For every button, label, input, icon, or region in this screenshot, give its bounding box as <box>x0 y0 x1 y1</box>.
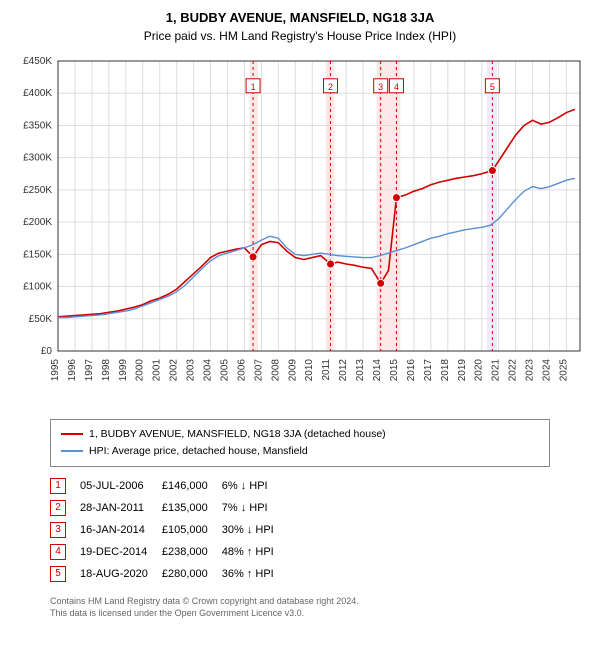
svg-text:2003: 2003 <box>186 359 197 382</box>
svg-text:2018: 2018 <box>440 359 451 382</box>
legend-item: 1, BUDBY AVENUE, MANSFIELD, NG18 3JA (de… <box>61 426 539 443</box>
footer-line: This data is licensed under the Open Gov… <box>50 607 590 620</box>
legend: 1, BUDBY AVENUE, MANSFIELD, NG18 3JA (de… <box>50 419 550 467</box>
legend-label: HPI: Average price, detached house, Mans… <box>89 443 308 460</box>
svg-text:2010: 2010 <box>304 359 315 382</box>
svg-text:£50K: £50K <box>29 314 53 325</box>
svg-text:2009: 2009 <box>287 359 298 382</box>
table-row: 2 28-JAN-2011£135,0007% ↓ HPI <box>50 497 288 519</box>
svg-text:1998: 1998 <box>101 359 112 382</box>
footer-line: Contains HM Land Registry data © Crown c… <box>50 595 590 608</box>
svg-text:2019: 2019 <box>457 359 468 382</box>
svg-text:1999: 1999 <box>118 359 129 382</box>
footer-attribution: Contains HM Land Registry data © Crown c… <box>50 595 590 620</box>
sale-badge: 3 <box>50 522 66 538</box>
svg-text:2021: 2021 <box>491 359 502 382</box>
svg-text:2016: 2016 <box>406 359 417 382</box>
table-row: 5 18-AUG-2020£280,00036% ↑ HPI <box>50 563 288 585</box>
svg-text:2023: 2023 <box>525 359 536 382</box>
sale-badge: 1 <box>50 478 66 494</box>
sale-date: 16-JAN-2014 <box>80 519 162 541</box>
sale-price: £238,000 <box>162 541 222 563</box>
svg-text:2005: 2005 <box>219 359 230 382</box>
svg-text:2013: 2013 <box>355 359 366 382</box>
svg-text:2: 2 <box>328 82 333 92</box>
svg-text:1: 1 <box>251 82 256 92</box>
page-title: 1, BUDBY AVENUE, MANSFIELD, NG18 3JA <box>10 10 590 25</box>
svg-text:£0: £0 <box>41 346 53 357</box>
price-chart: £0 £50K £100K £150K £200K £250K £300K £350K £400… <box>10 51 590 411</box>
svg-text:£350K: £350K <box>23 120 52 131</box>
svg-text:2015: 2015 <box>389 359 400 382</box>
svg-text:£150K: £150K <box>23 249 52 260</box>
svg-text:2017: 2017 <box>423 359 434 382</box>
svg-text:4: 4 <box>394 82 399 92</box>
sale-date: 28-JAN-2011 <box>80 497 162 519</box>
svg-text:1996: 1996 <box>67 359 78 382</box>
svg-text:£100K: £100K <box>23 282 52 293</box>
svg-text:2007: 2007 <box>253 359 264 382</box>
svg-text:2001: 2001 <box>152 359 163 382</box>
sales-table: 1 05-JUL-2006£146,0006% ↓ HPI 2 28-JAN-2011… <box>50 475 288 585</box>
svg-text:£450K: £450K <box>23 56 52 67</box>
svg-text:2020: 2020 <box>474 359 485 382</box>
sale-delta: 6% ↓ HPI <box>222 475 288 497</box>
svg-text:2011: 2011 <box>321 359 332 381</box>
svg-text:2022: 2022 <box>508 359 519 382</box>
legend-swatch <box>61 433 83 435</box>
sale-price: £146,000 <box>162 475 222 497</box>
legend-label: 1, BUDBY AVENUE, MANSFIELD, NG18 3JA (de… <box>89 426 386 443</box>
sale-date: 19-DEC-2014 <box>80 541 162 563</box>
svg-text:£300K: £300K <box>23 153 52 164</box>
sale-badge: 2 <box>50 500 66 516</box>
svg-text:2000: 2000 <box>135 359 146 382</box>
svg-text:£400K: £400K <box>23 88 52 99</box>
svg-text:2004: 2004 <box>203 359 214 382</box>
page-subtitle: Price paid vs. HM Land Registry's House … <box>10 29 590 43</box>
svg-text:5: 5 <box>490 82 495 92</box>
svg-text:1995: 1995 <box>50 359 61 382</box>
table-row: 3 16-JAN-2014£105,00030% ↓ HPI <box>50 519 288 541</box>
sale-badge: 5 <box>50 566 66 582</box>
svg-text:£200K: £200K <box>23 217 52 228</box>
sale-price: £135,000 <box>162 497 222 519</box>
sale-delta: 30% ↓ HPI <box>222 519 288 541</box>
sale-date: 18-AUG-2020 <box>80 563 162 585</box>
svg-text:2012: 2012 <box>338 359 349 382</box>
table-row: 4 19-DEC-2014£238,00048% ↑ HPI <box>50 541 288 563</box>
svg-text:3: 3 <box>378 82 383 92</box>
sale-delta: 48% ↑ HPI <box>222 541 288 563</box>
sale-delta: 7% ↓ HPI <box>222 497 288 519</box>
sale-price: £105,000 <box>162 519 222 541</box>
sale-price: £280,000 <box>162 563 222 585</box>
svg-text:2014: 2014 <box>372 359 383 382</box>
svg-text:1997: 1997 <box>84 359 95 382</box>
legend-item: HPI: Average price, detached house, Mans… <box>61 443 539 460</box>
sale-date: 05-JUL-2006 <box>80 475 162 497</box>
table-row: 1 05-JUL-2006£146,0006% ↓ HPI <box>50 475 288 497</box>
svg-text:2002: 2002 <box>169 359 180 382</box>
svg-text:2025: 2025 <box>558 359 569 382</box>
svg-text:£250K: £250K <box>23 185 52 196</box>
svg-text:2006: 2006 <box>236 359 247 382</box>
sale-badge: 4 <box>50 544 66 560</box>
svg-text:2008: 2008 <box>270 359 281 382</box>
svg-text:2024: 2024 <box>541 359 552 382</box>
legend-swatch <box>61 450 83 452</box>
sale-delta: 36% ↑ HPI <box>222 563 288 585</box>
